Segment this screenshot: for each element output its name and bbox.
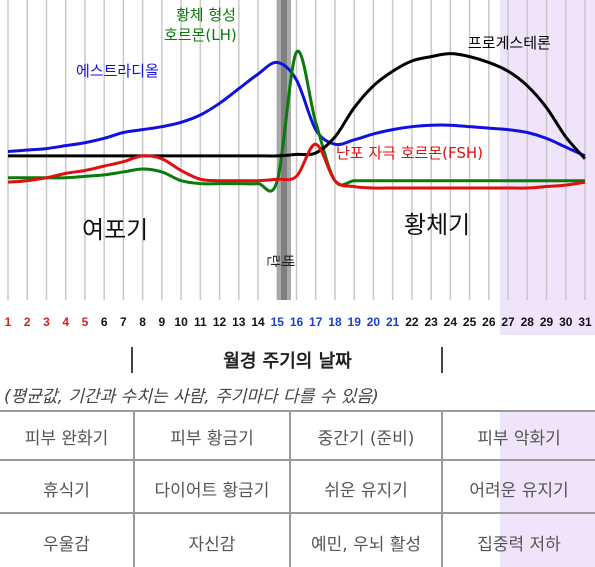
x-tick-label: 28 [521,315,535,329]
x-axis-title: 월경 주기의 날짜 [223,351,352,372]
table-cell: 중간기 (준비) [317,428,415,449]
table-line [0,512,595,514]
table-highlight-shade [500,410,595,567]
x-tick-label: 18 [328,315,342,329]
table-cell: 피부 완화기 [24,428,109,449]
table-cell: 우울감 [43,534,90,555]
table-line [0,410,595,412]
x-tick-label: 29 [540,315,554,329]
x-tick-label: 25 [463,315,477,329]
x-tick-label: 10 [174,315,188,329]
x-tick-label: 17 [309,315,323,329]
x-tick-label: 5 [82,315,89,329]
table-cell: 자신감 [188,534,236,555]
x-tick-label: 4 [62,315,69,329]
x-tick-label: 23 [424,315,438,329]
x-tick-label: 13 [232,315,246,329]
x-tick-label: 31 [578,315,592,329]
phase-ovulation: 배란 [267,252,295,268]
series-line [8,52,587,160]
series-line [7,60,586,158]
hormone-chart: 1 2 3 4 5 6 7 8 9 10 11 12 13 14 15 16 17 18 19 20 21 22 23 24 2… [5,0,595,335]
label-estradiol: 에스트라디올 [76,62,159,80]
table-cell: 피부 황금기 [170,428,254,449]
x-tick-label: 14 [251,315,265,329]
label-progesterone: 프로게스테론 [468,34,551,52]
table-line [289,410,291,567]
x-tick-label: 20 [367,315,381,329]
ovulation-band-core [281,0,287,300]
x-tick-label: 27 [501,315,515,329]
x-tick-label: 8 [139,315,146,329]
x-axis-title-row: 월경 주기의 날짜 [0,345,595,373]
table-cell: 쉬운 유지기 [324,480,408,501]
series-line [7,49,585,193]
table-cell: 예민, 우뇌 활성 [310,534,422,555]
x-tick-label: 6 [101,315,108,329]
x-tick-label: 7 [120,315,127,329]
x-tick-label: 9 [159,315,166,329]
x-tick-label: 2 [24,315,31,329]
label-fsh: 난포 자극 호르몬(FSH) [336,144,483,162]
late-cycle-shade [500,0,595,335]
x-tick-label: 1 [5,315,12,329]
table-cell: 다이어트 황금기 [154,480,270,501]
x-tick-label: 3 [43,315,50,329]
phase-luteal: 황체기 [404,211,470,239]
x-tick-label: 22 [405,315,419,329]
title-divider-left [131,347,133,373]
phase-follicular: 여포기 [82,216,148,244]
note-text: (평균값, 기간과 수치는 사람, 주기마다 다를 수 있음) [4,387,379,407]
table-line [0,459,595,461]
x-tick-label: 21 [386,315,400,329]
x-tick-label: 26 [482,315,496,329]
table-cell: 피부 악화기 [477,428,561,449]
table-line [133,410,135,567]
title-divider-right [441,347,443,373]
label-lh-line2: 호르몬(LH) [164,26,237,44]
x-tick-label: 12 [213,315,227,329]
table-cell: 집중력 저하 [477,534,561,555]
x-tick-label: 19 [348,315,362,329]
table-line [441,410,443,567]
x-tick-label: 15 [271,315,285,329]
day-axis-labels: 1 2 3 4 5 6 7 8 9 10 11 12 13 14 15 16 17 18 19 20 21 22 23 24 2… [5,315,592,329]
x-tick-label: 16 [290,315,304,329]
phase-table: 피부 완화기 피부 황금기 중간기 (준비) 피부 악화기 휴식기 다이어트 황… [0,410,595,567]
x-tick-label: 24 [444,315,458,329]
x-tick-label: 30 [559,315,573,329]
x-tick-label: 11 [194,315,207,329]
series-line [7,142,586,190]
label-lh-line1: 황체 형성 [176,6,236,24]
table-cell: 휴식기 [43,480,90,501]
table-cell: 어려운 유지기 [469,480,569,501]
hormone-curves [7,49,587,193]
